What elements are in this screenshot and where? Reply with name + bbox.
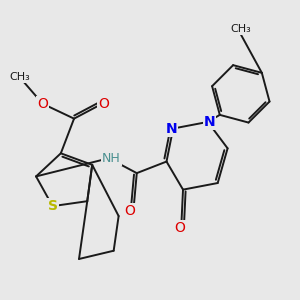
Text: NH: NH — [102, 152, 121, 165]
Text: O: O — [37, 97, 48, 111]
Text: O: O — [124, 204, 135, 218]
Text: O: O — [98, 97, 109, 111]
Text: N: N — [166, 122, 177, 136]
Text: CH₃: CH₃ — [9, 72, 30, 82]
Text: O: O — [174, 221, 185, 235]
Text: CH₃: CH₃ — [230, 25, 251, 34]
Text: N: N — [204, 115, 215, 129]
Text: S: S — [48, 199, 58, 213]
